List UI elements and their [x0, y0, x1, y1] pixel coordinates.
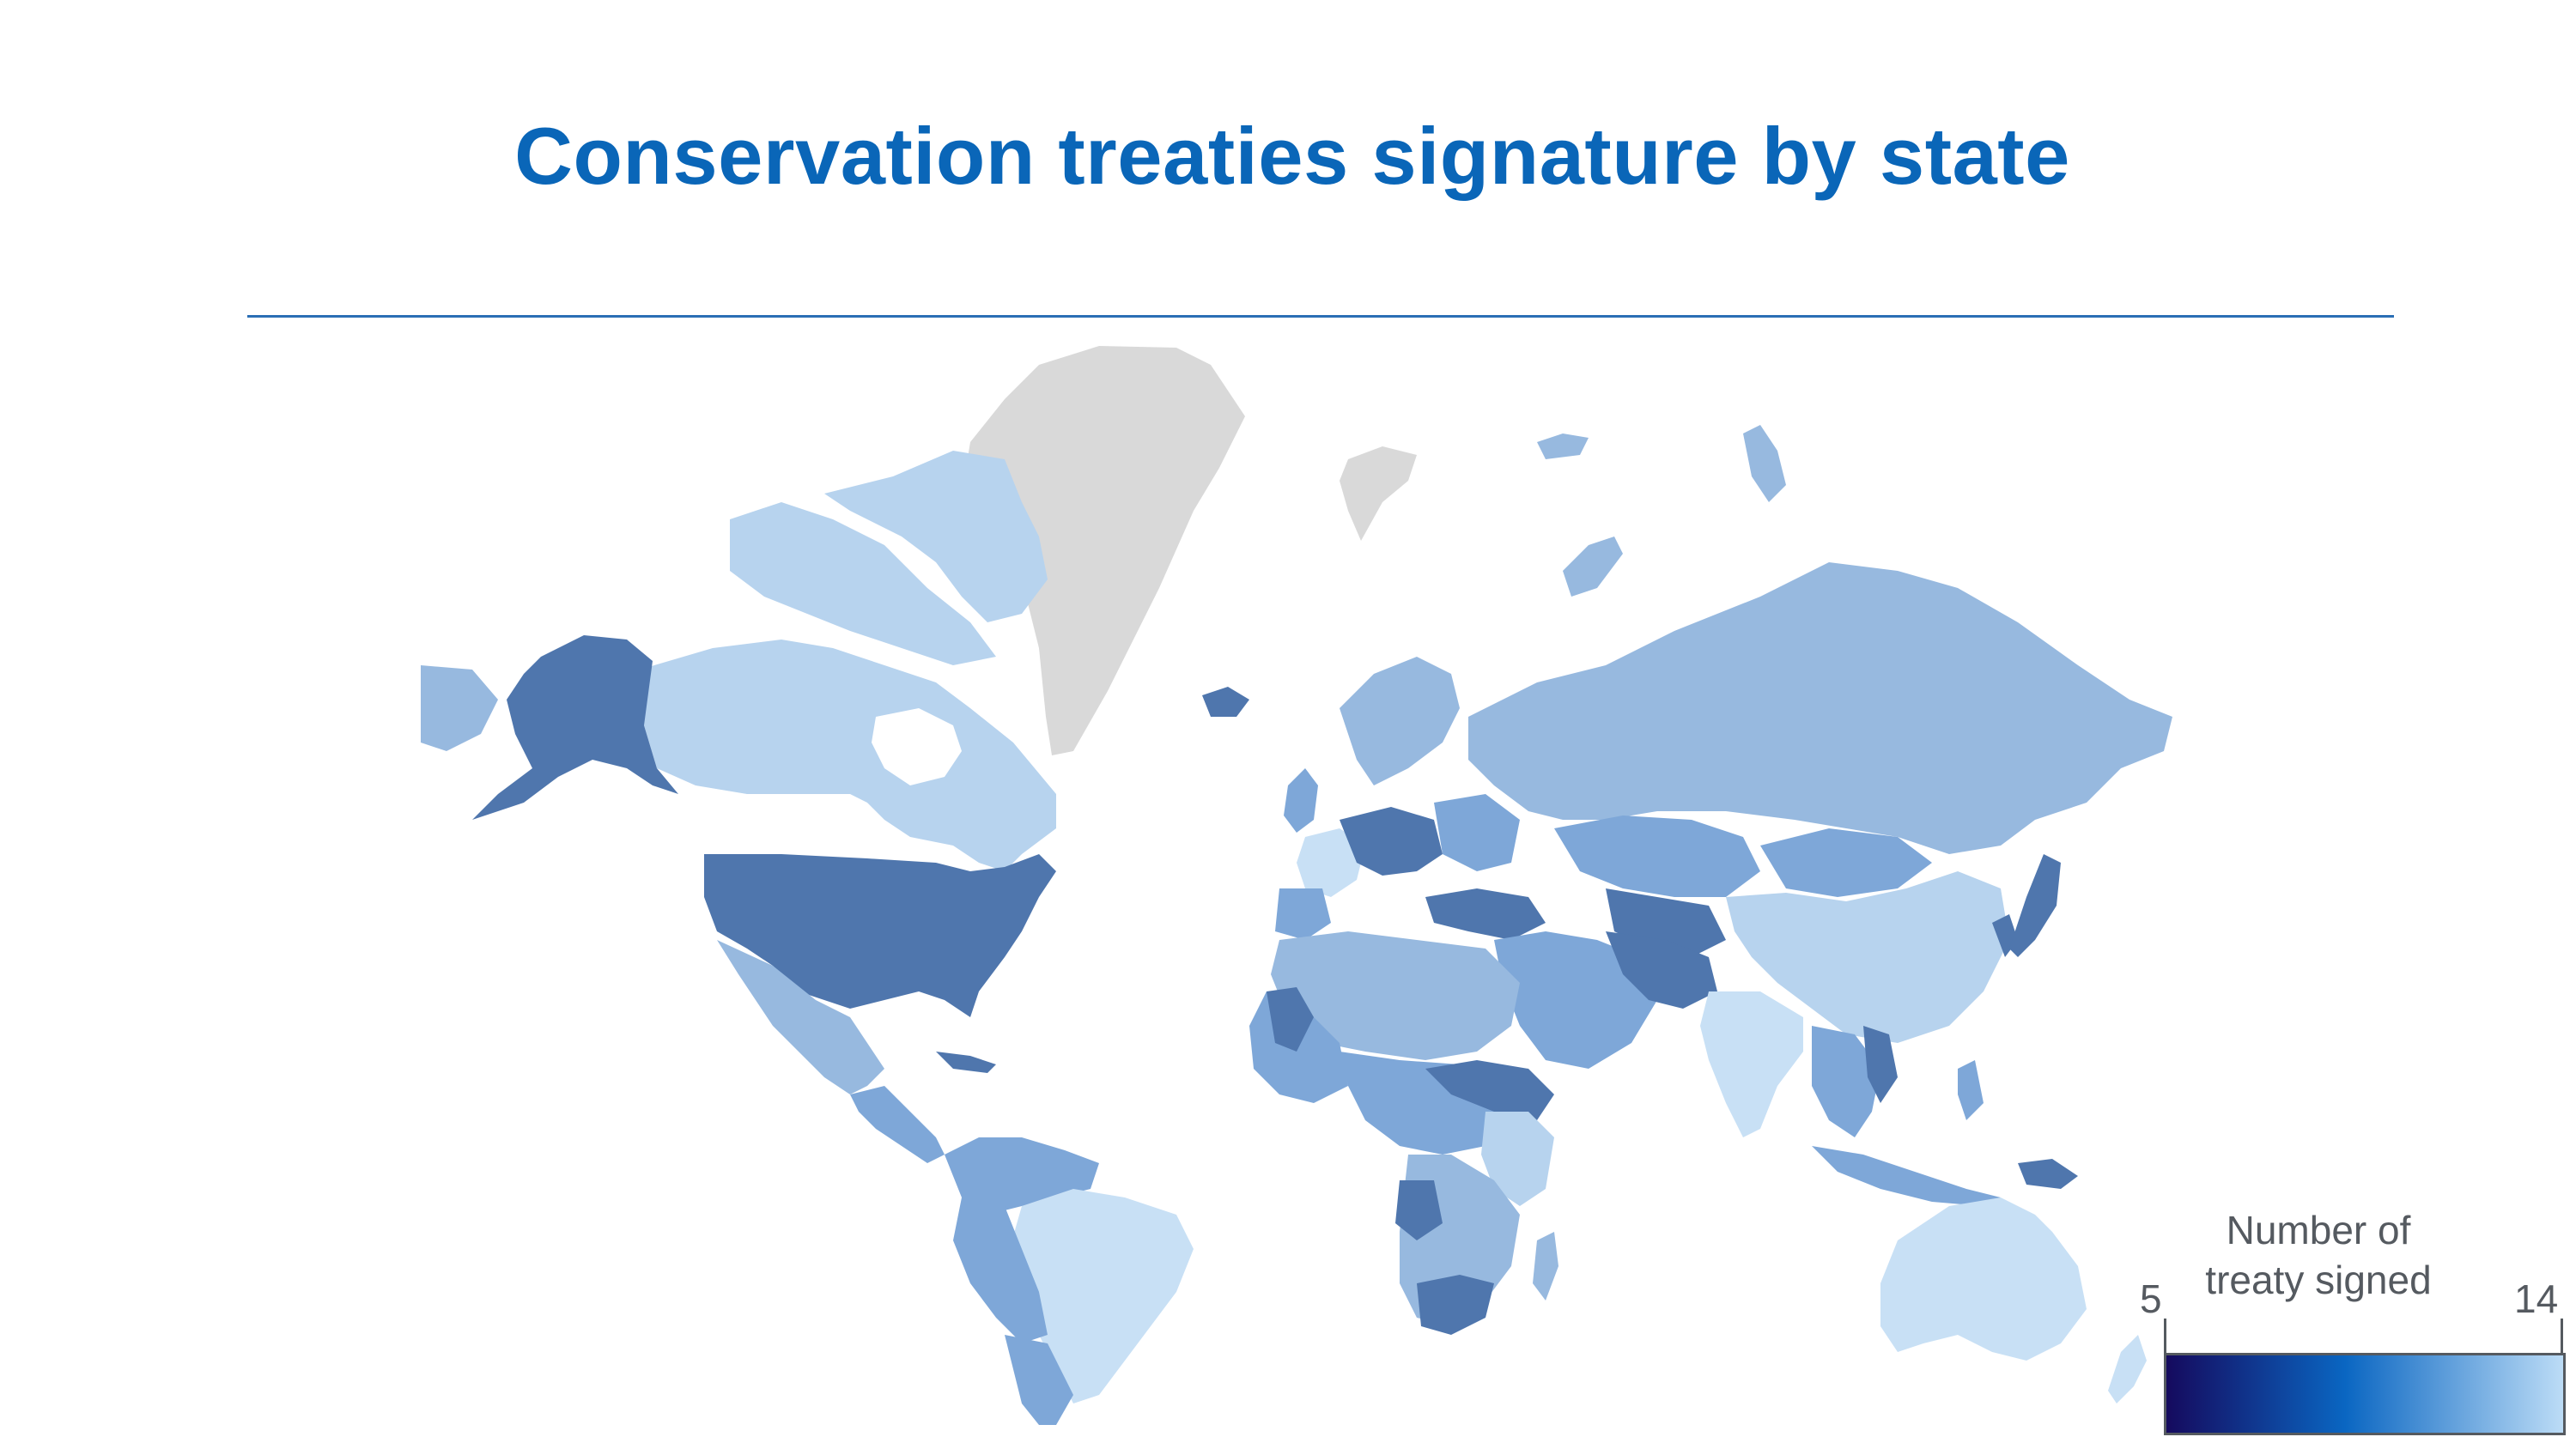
region-eastern-europe	[1434, 794, 1520, 871]
region-angola	[1395, 1180, 1443, 1240]
region-greenland	[962, 346, 1245, 755]
region-kazakhstan	[1554, 815, 1760, 897]
region-scandinavia	[1340, 657, 1460, 785]
region-papua-new-guinea	[2018, 1159, 2078, 1189]
color-legend: Number of treaty signed 5 14	[2095, 1193, 2576, 1449]
region-iceland	[1202, 687, 1249, 717]
region-hudson-bay	[872, 708, 962, 785]
region-south-africa	[1417, 1275, 1494, 1335]
region-mongolia	[1760, 828, 1932, 897]
region-brazil	[1005, 1189, 1194, 1404]
region-madagascar	[1533, 1232, 1558, 1300]
region-uk	[1284, 768, 1318, 833]
region-argentina-chile	[1005, 1335, 1073, 1425]
region-mauritania	[1267, 987, 1314, 1052]
region-indonesia	[1812, 1146, 2001, 1206]
legend-min-label: 5	[2140, 1276, 2162, 1321]
region-australia	[1880, 1197, 2087, 1361]
title-divider	[247, 315, 2394, 318]
region-alaska	[472, 635, 678, 820]
region-usa	[704, 854, 1056, 1017]
region-southeast-asia	[1812, 1026, 1880, 1137]
region-caribbean	[936, 1052, 996, 1073]
region-severnaya	[1743, 425, 1786, 502]
legend-title: Number of treaty signed	[2205, 1208, 2432, 1302]
region-vietnam	[1863, 1026, 1898, 1103]
region-central-europe	[1340, 807, 1443, 876]
legend-tick-min	[2164, 1319, 2166, 1356]
region-middle-east	[1494, 931, 1657, 1069]
legend-gradient-bar	[2164, 1353, 2566, 1435]
region-novaya-zemlya	[1563, 537, 1623, 597]
region-chukotka	[421, 665, 498, 751]
region-sudan-ethiopia	[1425, 1060, 1554, 1120]
region-iberia	[1275, 888, 1331, 940]
legend-max-label: 14	[2514, 1276, 2559, 1321]
map-title: Conservation treaties signature by state	[514, 111, 2070, 201]
region-russia	[1468, 562, 2172, 854]
region-franz-josef	[1537, 433, 1589, 459]
region-mexico	[717, 940, 884, 1094]
region-central-america	[850, 1086, 945, 1163]
region-peru-bolivia	[953, 1197, 1048, 1343]
region-india	[1700, 991, 1803, 1137]
region-philippines	[1958, 1060, 1984, 1120]
region-iran-afghanistan	[1606, 931, 1717, 1009]
region-canada	[640, 640, 1056, 871]
region-balkans-turkey	[1425, 888, 1546, 940]
world-map	[421, 346, 2172, 1425]
legend-tick-max	[2561, 1319, 2563, 1356]
region-canada-islands	[824, 451, 1048, 622]
region-north-africa	[1271, 931, 1520, 1060]
region-svalbard	[1340, 446, 1417, 541]
region-western-europe	[1297, 828, 1365, 897]
region-canada-arctic	[730, 502, 996, 665]
region-east-africa	[1481, 1112, 1554, 1206]
region-new-zealand	[2108, 1335, 2147, 1404]
region-china	[1726, 871, 2009, 1043]
region-japan	[2009, 854, 2061, 957]
